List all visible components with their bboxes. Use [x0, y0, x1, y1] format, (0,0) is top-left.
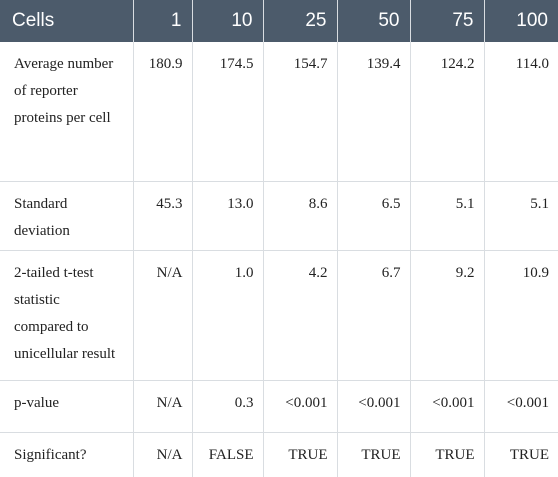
table-cell: 0.3 — [191, 380, 264, 433]
table-body: Average number of reporter proteins per … — [0, 42, 558, 477]
table-cell: 154.7 — [262, 42, 338, 182]
table-row: p-value N/A 0.3 <0.001 <0.001 <0.001 <0.001 — [0, 380, 558, 433]
row-label: Average number of reporter proteins per … — [0, 42, 134, 182]
table-cell: FALSE — [191, 432, 264, 477]
header-cell: 1 — [132, 0, 192, 42]
table-cell: TRUE — [483, 432, 558, 477]
header-row: Cells 1 10 25 50 75 100 — [0, 0, 558, 42]
table-cell: N/A — [132, 250, 193, 381]
table-cell: TRUE — [409, 432, 485, 477]
row-label: Significant? — [0, 432, 134, 477]
table-cell: <0.001 — [409, 380, 485, 433]
table-cell: TRUE — [262, 432, 338, 477]
header-cell: 25 — [262, 0, 337, 42]
table-cell: 10.9 — [483, 250, 558, 381]
row-label: p-value — [0, 380, 134, 433]
table-row: Standard deviation 45.3 13.0 8.6 6.5 5.1 5.1 — [0, 181, 558, 251]
table-cell: 174.5 — [191, 42, 264, 182]
header-cell: 75 — [409, 0, 484, 42]
table-cell: N/A — [132, 380, 193, 433]
table-cell: 4.2 — [262, 250, 338, 381]
table-cell: <0.001 — [483, 380, 558, 433]
table-cell: 114.0 — [483, 42, 558, 182]
table-cell: <0.001 — [262, 380, 338, 433]
table-cell: 9.2 — [409, 250, 485, 381]
header-cell: 10 — [191, 0, 263, 42]
table-cell: 124.2 — [409, 42, 485, 182]
table-row: Average number of reporter proteins per … — [0, 42, 558, 182]
header-cell: Cells — [0, 0, 133, 42]
header-cell: 100 — [483, 0, 558, 42]
table-cell: N/A — [132, 432, 193, 477]
table-cell: 5.1 — [409, 181, 485, 251]
table-cell: 13.0 — [191, 181, 264, 251]
table-cell: 5.1 — [483, 181, 558, 251]
table-cell: 45.3 — [132, 181, 193, 251]
table-row: Significant? N/A FALSE TRUE TRUE TRUE TRUE — [0, 432, 558, 477]
table-cell: 6.7 — [336, 250, 411, 381]
row-label: Standard deviation — [0, 181, 134, 251]
table-cell: 1.0 — [191, 250, 264, 381]
table-cell: <0.001 — [336, 380, 411, 433]
row-label: 2-tailed t-test statistic compared to un… — [0, 250, 134, 381]
table-cell: 139.4 — [336, 42, 411, 182]
table-row: 2-tailed t-test statistic compared to un… — [0, 250, 558, 381]
table-cell: 6.5 — [336, 181, 411, 251]
table-cell: 8.6 — [262, 181, 338, 251]
table-cell: TRUE — [336, 432, 411, 477]
header-cell: 50 — [336, 0, 410, 42]
table-cell: 180.9 — [132, 42, 193, 182]
